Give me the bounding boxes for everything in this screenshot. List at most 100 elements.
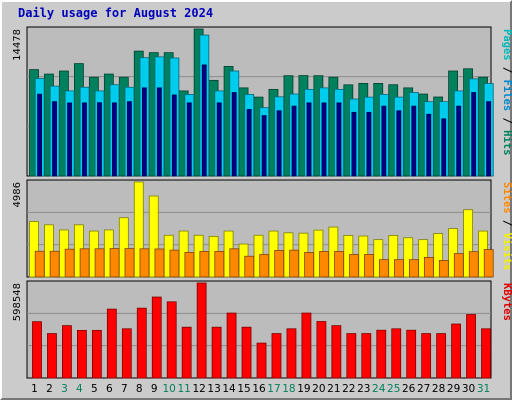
legend-entry: Files xyxy=(501,80,512,112)
bar-kbytes-day-6 xyxy=(106,308,117,379)
bar-pages-day-29 xyxy=(456,105,462,177)
bar-kbytes-day-30 xyxy=(466,314,476,379)
bar-pages-day-6 xyxy=(112,102,117,177)
bar-kbytes-day-28 xyxy=(436,333,447,379)
x-tick-label-day-19: 19 xyxy=(297,383,310,395)
legend-entry: Hits xyxy=(501,130,512,155)
x-tick-label-day-2: 2 xyxy=(46,383,53,395)
bar-visits-day-7 xyxy=(118,217,129,278)
bar-sites-day-9 xyxy=(154,248,165,278)
bar-kbytes-day-24 xyxy=(376,329,387,379)
bar-sites-day-10 xyxy=(169,249,180,278)
bar-pages-day-20 xyxy=(321,102,327,177)
bar-sites-day-27 xyxy=(423,256,434,278)
bar-sites-day-5 xyxy=(94,248,105,278)
legend: KBytes xyxy=(501,283,512,321)
bar-sites-day-12 xyxy=(199,251,210,278)
x-tick-label-day-28: 28 xyxy=(432,383,445,395)
bar-kbytes-day-19 xyxy=(301,312,312,379)
bar-kbytes-day-9 xyxy=(151,296,162,379)
bar-sites-day-6 xyxy=(109,248,120,278)
bar-kbytes-day-22 xyxy=(346,333,357,379)
bar-pages-day-1 xyxy=(37,93,42,177)
bar-kbytes-day-11 xyxy=(181,326,192,379)
bar-kbytes-day-10 xyxy=(166,301,177,379)
bar-kbytes-day-8 xyxy=(136,307,147,379)
x-tick-label-day-27: 27 xyxy=(417,383,430,395)
y-max-label: 4986 xyxy=(12,182,23,207)
bar-kbytes-day-23 xyxy=(361,333,372,379)
x-tick-label-day-6: 6 xyxy=(106,383,113,395)
bar-pages-day-24 xyxy=(381,105,387,177)
bar-pages-day-4 xyxy=(82,102,87,177)
bar-pages-day-25 xyxy=(396,110,402,177)
bar-kbytes-day-2 xyxy=(47,333,57,379)
x-tick-label-day-8: 8 xyxy=(136,383,143,395)
bar-pages-day-21 xyxy=(336,102,342,177)
bar-visits-day-9 xyxy=(148,195,159,278)
x-tick-label-day-13: 13 xyxy=(207,383,220,395)
bar-kbytes-day-17 xyxy=(271,333,282,379)
x-tick-label-day-4: 4 xyxy=(76,383,83,395)
bar-visits-day-8 xyxy=(133,181,144,278)
bar-visits-day-25 xyxy=(388,235,399,278)
x-tick-label-day-16: 16 xyxy=(252,383,266,395)
y-max-label: 598548 xyxy=(12,283,23,321)
bar-pages-day-16 xyxy=(261,115,267,177)
x-tick-label-day-25: 25 xyxy=(387,383,400,395)
bar-sites-day-2 xyxy=(49,250,60,278)
bar-sites-day-3 xyxy=(64,248,75,278)
bar-pages-day-22 xyxy=(351,111,357,177)
legend-entry: Sites xyxy=(501,182,512,214)
x-tick-label-day-11: 11 xyxy=(177,383,190,395)
bar-pages-day-14 xyxy=(231,92,237,177)
bar-pages-day-10 xyxy=(171,94,177,177)
bar-pages-day-8 xyxy=(141,87,147,177)
bar-kbytes-day-18 xyxy=(286,328,297,379)
bar-sites-day-8 xyxy=(139,248,150,278)
bar-visits-day-28 xyxy=(433,233,444,278)
x-tick-label-day-24: 24 xyxy=(372,383,386,395)
bar-sites-day-29 xyxy=(453,253,464,278)
bar-pages-day-26 xyxy=(411,105,417,177)
legend-entry: KBytes xyxy=(501,283,512,321)
x-tick-label-day-9: 9 xyxy=(151,383,158,395)
bar-sites-day-28 xyxy=(438,260,449,278)
bar-kbytes-day-7 xyxy=(121,328,132,379)
bar-sites-day-20 xyxy=(319,251,329,278)
legend-entry: / xyxy=(501,214,512,233)
bar-kbytes-day-27 xyxy=(421,333,432,379)
x-tick-label-day-15: 15 xyxy=(237,383,250,395)
legend: Sites / Visits xyxy=(501,182,512,271)
bar-sites-day-25 xyxy=(394,259,404,278)
bar-kbytes-day-15 xyxy=(241,326,252,379)
legend: Pages / Files / Hits xyxy=(501,29,512,155)
bar-kbytes-day-1 xyxy=(32,321,42,379)
bar-sites-day-7 xyxy=(124,248,135,278)
bar-kbytes-day-29 xyxy=(451,323,461,379)
bar-pages-day-27 xyxy=(426,113,432,177)
legend-entry: Pages xyxy=(501,29,512,61)
bar-pages-day-15 xyxy=(246,109,252,177)
x-tick-label-day-14: 14 xyxy=(222,383,236,395)
bar-pages-day-23 xyxy=(366,111,372,177)
bar-pages-day-28 xyxy=(441,118,447,177)
bar-pages-day-7 xyxy=(127,101,132,177)
bar-kbytes-day-3 xyxy=(62,325,72,379)
bar-sites-day-15 xyxy=(244,255,255,278)
x-tick-label-day-29: 29 xyxy=(447,383,460,395)
bar-kbytes-day-13 xyxy=(211,326,222,379)
bar-pages-day-31 xyxy=(486,101,492,177)
x-tick-label-day-17: 17 xyxy=(267,383,280,395)
bar-pages-day-11 xyxy=(186,102,192,177)
bar-kbytes-day-16 xyxy=(256,342,267,379)
bar-sites-day-23 xyxy=(364,254,374,278)
bar-pages-day-19 xyxy=(306,102,312,177)
x-tick-label-day-23: 23 xyxy=(357,383,370,395)
bar-pages-day-5 xyxy=(97,102,102,177)
bar-sites-day-13 xyxy=(214,251,225,278)
x-tick-label-day-7: 7 xyxy=(121,383,128,395)
legend-entry: / xyxy=(501,61,512,80)
x-tick-label-day-12: 12 xyxy=(192,383,205,395)
chart-title: Daily usage for August 2024 xyxy=(18,6,214,20)
